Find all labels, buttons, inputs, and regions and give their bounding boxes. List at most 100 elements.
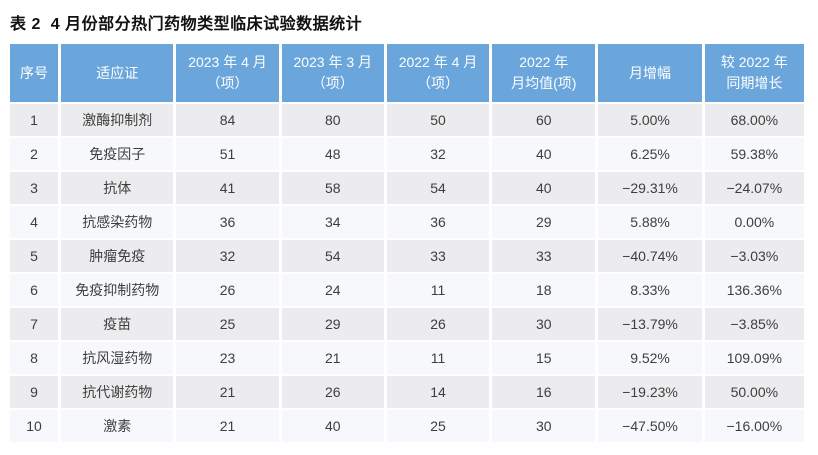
value-2022-04-cell: 36: [386, 206, 490, 238]
row-index-cell: 9: [10, 376, 59, 408]
header-row: 序号 适应证 2023 年 4 月（项） 2023 年 3 月（项） 2022 年 4 …: [10, 44, 804, 102]
value-2022-avg-cell: 29: [492, 206, 596, 238]
yoy-growth-cell: 68.00%: [704, 104, 804, 136]
column-header-8: 较 2022 年同期增长: [704, 44, 804, 102]
indication-cell: 激素: [61, 410, 174, 442]
value-2023-03-cell: 80: [281, 104, 384, 136]
row-index-cell: 2: [10, 138, 59, 170]
value-2023-03-cell: 29: [281, 308, 384, 340]
yoy-growth-cell: 50.00%: [704, 376, 804, 408]
table-row: 2 免疫因子 51 48 32 40 6.25% 59.38%: [10, 138, 804, 170]
month-growth-cell: −40.74%: [598, 240, 702, 272]
month-growth-cell: −47.50%: [598, 410, 702, 442]
indication-cell: 抗风湿药物: [61, 342, 174, 374]
table-row: 8 抗风湿药物 23 21 11 15 9.52% 109.09%: [10, 342, 804, 374]
indication-cell: 免疫抑制药物: [61, 274, 174, 306]
yoy-growth-cell: 109.09%: [704, 342, 804, 374]
yoy-growth-cell: 0.00%: [704, 206, 804, 238]
yoy-growth-cell: −16.00%: [704, 410, 804, 442]
column-header-1: 序号: [10, 44, 59, 102]
value-2022-avg-cell: 15: [492, 342, 596, 374]
value-2023-04-cell: 36: [176, 206, 279, 238]
month-growth-cell: 5.00%: [598, 104, 702, 136]
table-row: 7 疫苗 25 29 26 30 −13.79% −3.85%: [10, 308, 804, 340]
row-index-cell: 1: [10, 104, 59, 136]
table-header: 序号 适应证 2023 年 4 月（项） 2023 年 3 月（项） 2022 年 4 …: [10, 44, 804, 102]
month-growth-cell: 9.52%: [598, 342, 702, 374]
value-2022-04-cell: 14: [386, 376, 490, 408]
value-2022-avg-cell: 30: [492, 308, 596, 340]
yoy-growth-cell: −24.07%: [704, 172, 804, 204]
row-index-cell: 3: [10, 172, 59, 204]
value-2022-avg-cell: 40: [492, 138, 596, 170]
value-2023-03-cell: 34: [281, 206, 384, 238]
table-row: 1 激酶抑制剂 84 80 50 60 5.00% 68.00%: [10, 104, 804, 136]
indication-cell: 抗感染药物: [61, 206, 174, 238]
column-header-3: 2023 年 4 月（项）: [176, 44, 279, 102]
value-2022-04-cell: 11: [386, 274, 490, 306]
clinical-trial-data-table: 序号 适应证 2023 年 4 月（项） 2023 年 3 月（项） 2022 年 4 …: [7, 42, 807, 444]
yoy-growth-cell: 59.38%: [704, 138, 804, 170]
table-row: 6 免疫抑制药物 26 24 11 18 8.33% 136.36%: [10, 274, 804, 306]
value-2023-04-cell: 21: [176, 376, 279, 408]
yoy-growth-cell: −3.85%: [704, 308, 804, 340]
value-2022-04-cell: 25: [386, 410, 490, 442]
month-growth-cell: 6.25%: [598, 138, 702, 170]
month-growth-cell: 8.33%: [598, 274, 702, 306]
value-2022-04-cell: 32: [386, 138, 490, 170]
indication-cell: 疫苗: [61, 308, 174, 340]
value-2022-avg-cell: 18: [492, 274, 596, 306]
value-2023-03-cell: 54: [281, 240, 384, 272]
yoy-growth-cell: −3.03%: [704, 240, 804, 272]
month-growth-cell: −29.31%: [598, 172, 702, 204]
value-2022-avg-cell: 33: [492, 240, 596, 272]
value-2022-04-cell: 11: [386, 342, 490, 374]
column-header-7: 月增幅: [598, 44, 702, 102]
value-2023-04-cell: 32: [176, 240, 279, 272]
row-index-cell: 6: [10, 274, 59, 306]
table-row: 5 肿瘤免疫 32 54 33 33 −40.74% −3.03%: [10, 240, 804, 272]
value-2022-avg-cell: 60: [492, 104, 596, 136]
table-title: 表 2 4 月份部分热门药物类型临床试验数据统计: [10, 16, 363, 33]
value-2023-03-cell: 24: [281, 274, 384, 306]
indication-cell: 抗代谢药物: [61, 376, 174, 408]
table-row: 9 抗代谢药物 21 26 14 16 −19.23% 50.00%: [10, 376, 804, 408]
value-2023-04-cell: 26: [176, 274, 279, 306]
indication-cell: 激酶抑制剂: [61, 104, 174, 136]
value-2022-04-cell: 33: [386, 240, 490, 272]
value-2023-04-cell: 21: [176, 410, 279, 442]
value-2023-03-cell: 48: [281, 138, 384, 170]
column-header-6: 2022 年月均值(项): [492, 44, 596, 102]
yoy-growth-cell: 136.36%: [704, 274, 804, 306]
page: 表 2 4 月份部分热门药物类型临床试验数据统计 序号 适应证 2023 年 4 月…: [7, 16, 807, 444]
value-2023-04-cell: 25: [176, 308, 279, 340]
indication-cell: 肿瘤免疫: [61, 240, 174, 272]
value-2023-04-cell: 23: [176, 342, 279, 374]
value-2023-03-cell: 40: [281, 410, 384, 442]
column-header-2: 适应证: [61, 44, 174, 102]
value-2022-avg-cell: 30: [492, 410, 596, 442]
column-header-4: 2023 年 3 月（项）: [281, 44, 384, 102]
month-growth-cell: −19.23%: [598, 376, 702, 408]
row-index-cell: 10: [10, 410, 59, 442]
month-growth-cell: 5.88%: [598, 206, 702, 238]
value-2022-04-cell: 54: [386, 172, 490, 204]
row-index-cell: 7: [10, 308, 59, 340]
row-index-cell: 5: [10, 240, 59, 272]
value-2023-04-cell: 84: [176, 104, 279, 136]
month-growth-cell: −13.79%: [598, 308, 702, 340]
column-header-5: 2022 年 4 月（项）: [386, 44, 490, 102]
value-2023-04-cell: 41: [176, 172, 279, 204]
value-2022-avg-cell: 40: [492, 172, 596, 204]
value-2022-04-cell: 26: [386, 308, 490, 340]
value-2023-03-cell: 21: [281, 342, 384, 374]
table-row: 3 抗体 41 58 54 40 −29.31% −24.07%: [10, 172, 804, 204]
value-2023-03-cell: 26: [281, 376, 384, 408]
indication-cell: 抗体: [61, 172, 174, 204]
value-2022-04-cell: 50: [386, 104, 490, 136]
table-row: 10 激素 21 40 25 30 −47.50% −16.00%: [10, 410, 804, 442]
row-index-cell: 8: [10, 342, 59, 374]
row-index-cell: 4: [10, 206, 59, 238]
table-body: 1 激酶抑制剂 84 80 50 60 5.00% 68.00% 2 免疫因子 51 48 32 40 6.…: [10, 104, 804, 442]
value-2023-03-cell: 58: [281, 172, 384, 204]
